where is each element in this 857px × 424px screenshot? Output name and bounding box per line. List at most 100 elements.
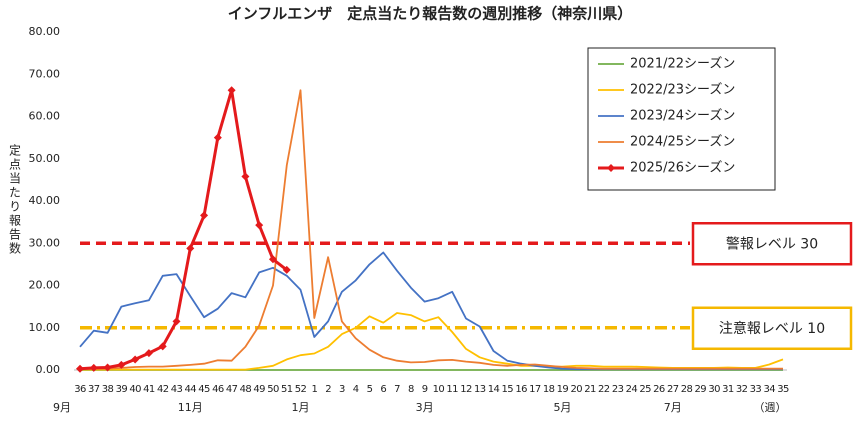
- y-tick-label: 60.00: [29, 110, 61, 123]
- x-tick-label: 46: [212, 384, 224, 395]
- x-tick-label: 38: [102, 384, 114, 395]
- x-tick-label: 20: [570, 384, 582, 395]
- month-label: 11月: [178, 401, 203, 414]
- x-tick-label: 3: [339, 384, 345, 395]
- y-tick-label: 70.00: [29, 67, 61, 80]
- x-tick-label: 36: [74, 384, 86, 395]
- data-point: [282, 265, 291, 274]
- data-point: [186, 244, 195, 253]
- x-tick-label: 12: [460, 384, 472, 395]
- x-tick-label: 51: [281, 384, 293, 395]
- x-tick-label: 1: [311, 384, 317, 395]
- x-tick-label: 11: [446, 384, 458, 395]
- data-point: [144, 349, 153, 358]
- data-point: [200, 211, 209, 220]
- data-point: [131, 355, 140, 364]
- y-tick-label: 0.00: [36, 363, 61, 376]
- x-tick-label: 16: [515, 384, 527, 395]
- x-tick-label: 39: [116, 384, 128, 395]
- x-tick-label: 30: [708, 384, 720, 395]
- data-point: [158, 342, 167, 351]
- x-tick-label: 25: [639, 384, 651, 395]
- threshold-label: 警報レベル 30: [726, 236, 818, 252]
- legend-label: 2024/25シーズン: [630, 134, 735, 150]
- series-line: [80, 312, 784, 371]
- data-point: [227, 86, 236, 95]
- x-tick-label: 5: [367, 384, 373, 395]
- x-tick-label: 4: [353, 384, 359, 395]
- x-tick-label: 29: [695, 384, 707, 395]
- series-line: [79, 88, 288, 371]
- month-label: 3月: [416, 401, 434, 414]
- x-tick-label: 10: [433, 384, 445, 395]
- x-tick-label: 49: [253, 384, 265, 395]
- x-tick-label: 8: [408, 384, 414, 395]
- x-tick-label: 27: [667, 384, 679, 395]
- x-tick-label: 35: [777, 384, 789, 395]
- x-tick-label: 37: [88, 384, 100, 395]
- x-tick-label: 44: [185, 384, 197, 395]
- data-point: [213, 133, 222, 142]
- x-tick-label: 6: [380, 384, 386, 395]
- x-tick-label: 7: [394, 384, 400, 395]
- x-tick-label: 45: [198, 384, 210, 395]
- data-point: [89, 363, 98, 372]
- legend-marker: [607, 164, 615, 172]
- x-tick-label: 33: [750, 384, 762, 395]
- month-label: 7月: [664, 401, 682, 414]
- x-tick-label: 21: [584, 384, 596, 395]
- data-point: [241, 172, 250, 181]
- legend-label: 2022/23シーズン: [630, 82, 735, 98]
- x-tick-label: 9: [422, 384, 428, 395]
- data-point: [117, 360, 126, 369]
- x-unit: （週）: [754, 401, 787, 414]
- month-label: 1月: [292, 401, 310, 414]
- x-tick-label: 32: [736, 384, 748, 395]
- data-point: [255, 221, 264, 230]
- y-tick-label: 20.00: [29, 279, 61, 292]
- x-tick-label: 22: [598, 384, 610, 395]
- x-tick-label: 19: [557, 384, 569, 395]
- y-axis-label: 定点当たり報告数: [8, 143, 22, 256]
- x-tick-label: 41: [143, 384, 155, 395]
- x-tick-label: 52: [295, 384, 307, 395]
- x-tick-label: 26: [653, 384, 665, 395]
- legend-box: [587, 47, 776, 191]
- threshold-box: [691, 222, 853, 266]
- data-point: [172, 317, 181, 326]
- x-tick-label: 43: [171, 384, 183, 395]
- chart-title: インフルエンザ 定点当たり報告数の週別推移（神奈川県）: [228, 5, 633, 23]
- y-tick-label: 40.00: [29, 194, 61, 207]
- x-tick-label: 34: [763, 384, 775, 395]
- x-tick-label: 42: [157, 384, 169, 395]
- series-line: [79, 89, 783, 371]
- threshold-box: [691, 306, 853, 350]
- data-point: [103, 363, 112, 372]
- data-point: [76, 364, 84, 373]
- month-label: 9月: [53, 401, 71, 414]
- data-point: [268, 255, 277, 264]
- legend-label: 2025/26シーズン: [630, 160, 735, 176]
- y-tick-label: 50.00: [29, 152, 61, 165]
- x-tick-label: 24: [626, 384, 638, 395]
- x-tick-label: 31: [722, 384, 734, 395]
- x-tick-label: 15: [502, 384, 514, 395]
- x-tick-label: 47: [226, 384, 238, 395]
- threshold-label: 注意報レベル 10: [719, 320, 825, 337]
- x-tick-label: 28: [681, 384, 693, 395]
- x-tick-label: 50: [267, 384, 279, 395]
- x-tick-label: 48: [240, 384, 252, 395]
- x-tick-label: 2: [325, 384, 331, 395]
- y-tick-label: 30.00: [29, 236, 61, 249]
- x-tick-label: 18: [543, 384, 555, 395]
- y-tick-label: 80.00: [29, 25, 61, 38]
- month-label: 5月: [553, 401, 571, 414]
- x-tick-label: 17: [529, 384, 541, 395]
- legend-label: 2021/22シーズン: [630, 56, 735, 72]
- x-tick-label: 23: [612, 384, 624, 395]
- legend-label: 2023/24シーズン: [630, 108, 735, 124]
- x-tick-label: 13: [474, 384, 486, 395]
- y-tick-label: 10.00: [29, 321, 61, 334]
- x-tick-label: 14: [488, 384, 500, 395]
